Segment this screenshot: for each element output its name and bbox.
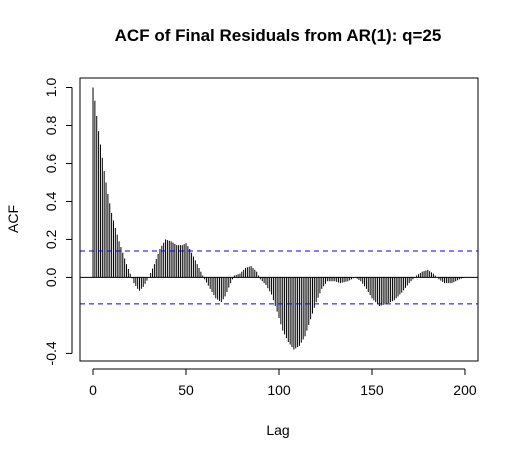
x-tick-label: 200 — [453, 382, 477, 398]
x-tick-label: 0 — [89, 382, 97, 398]
y-tick-label: 0.6 — [43, 154, 59, 174]
y-axis: -0.4 0.0 0.2 0.4 0.6 0.8 1.0 — [43, 78, 73, 365]
y-tick-label: 0.8 — [43, 116, 59, 136]
y-axis-label: ACF — [5, 205, 21, 233]
x-tick-label: 100 — [267, 382, 291, 398]
chart-title: ACF of Final Residuals from AR(1): q=25 — [115, 26, 442, 45]
y-tick-label: 1.0 — [43, 78, 59, 98]
plot-box — [79, 77, 479, 362]
x-tick-label: 150 — [360, 382, 384, 398]
y-tick-label: 0.2 — [43, 230, 59, 250]
y-tick-label: 0.0 — [43, 267, 59, 287]
x-axis-label: Lag — [266, 422, 289, 438]
x-tick-label: 50 — [178, 382, 194, 398]
x-axis: 0 50 100 150 200 — [89, 368, 477, 398]
y-tick-label: 0.4 — [43, 192, 59, 212]
acf-bars — [92, 87, 464, 350]
y-tick-label: -0.4 — [43, 341, 59, 365]
